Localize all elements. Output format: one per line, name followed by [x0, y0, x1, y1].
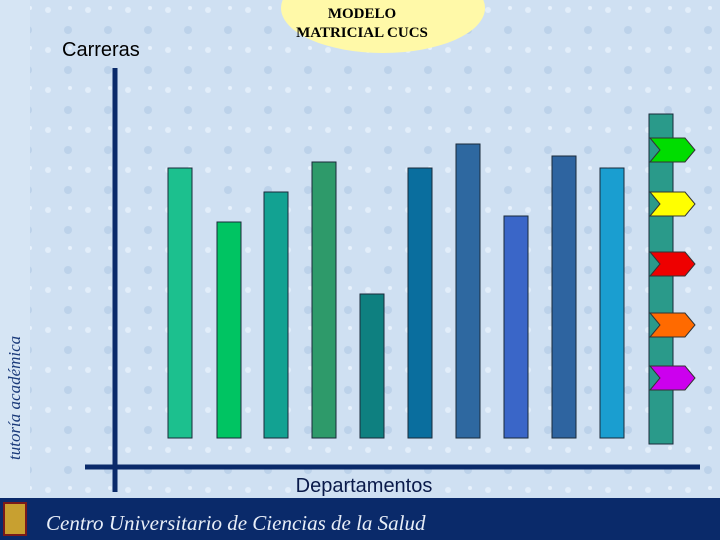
side-strip — [0, 0, 30, 498]
row-arrow — [648, 191, 696, 217]
column — [551, 155, 577, 439]
side-label: tutoría académica — [5, 336, 24, 460]
row-arrow — [648, 312, 696, 338]
column — [599, 167, 625, 439]
title-ellipse — [281, 0, 485, 53]
column — [216, 221, 242, 439]
column — [167, 167, 193, 439]
columns-label: Departamentos — [296, 475, 433, 497]
column — [648, 113, 674, 445]
columns — [167, 113, 674, 445]
title-line: MODELO — [328, 6, 396, 22]
footer-bar — [0, 498, 720, 540]
row-arrow — [648, 137, 696, 163]
footer-text: Centro Universitario de Ciencias de la S… — [46, 511, 426, 535]
logo — [3, 502, 27, 536]
title-line: MATRICIAL CUCS — [296, 25, 428, 41]
column — [263, 191, 289, 439]
column — [455, 143, 481, 439]
column — [503, 215, 529, 439]
rows-label: Carreras — [62, 39, 140, 61]
column — [359, 293, 385, 439]
column — [407, 167, 433, 439]
row-arrow — [648, 365, 696, 391]
column — [311, 161, 337, 439]
row-arrows — [648, 137, 696, 391]
row-arrow — [648, 251, 696, 277]
